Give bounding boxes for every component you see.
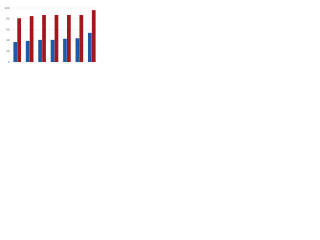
y-tick-label: 100 xyxy=(4,6,9,10)
bar xyxy=(91,10,96,62)
bar xyxy=(13,42,18,62)
bar xyxy=(38,39,42,62)
bar xyxy=(50,39,55,62)
y-tick-label: 40 xyxy=(6,38,10,42)
bar xyxy=(54,15,59,62)
chart: 0 20 40 60 80 100 xyxy=(4,6,98,64)
bar xyxy=(75,38,80,62)
bar xyxy=(42,15,46,62)
bar xyxy=(17,18,22,62)
y-tick-label: 0 xyxy=(8,60,10,64)
bar xyxy=(25,40,30,62)
y-tick-label: 60 xyxy=(6,27,10,31)
y-tick-label: 20 xyxy=(6,49,10,53)
bar xyxy=(63,38,67,62)
bar xyxy=(87,32,92,62)
bar xyxy=(67,15,71,62)
bar xyxy=(79,15,84,62)
y-tick-label: 80 xyxy=(6,17,10,21)
bar xyxy=(29,16,34,63)
